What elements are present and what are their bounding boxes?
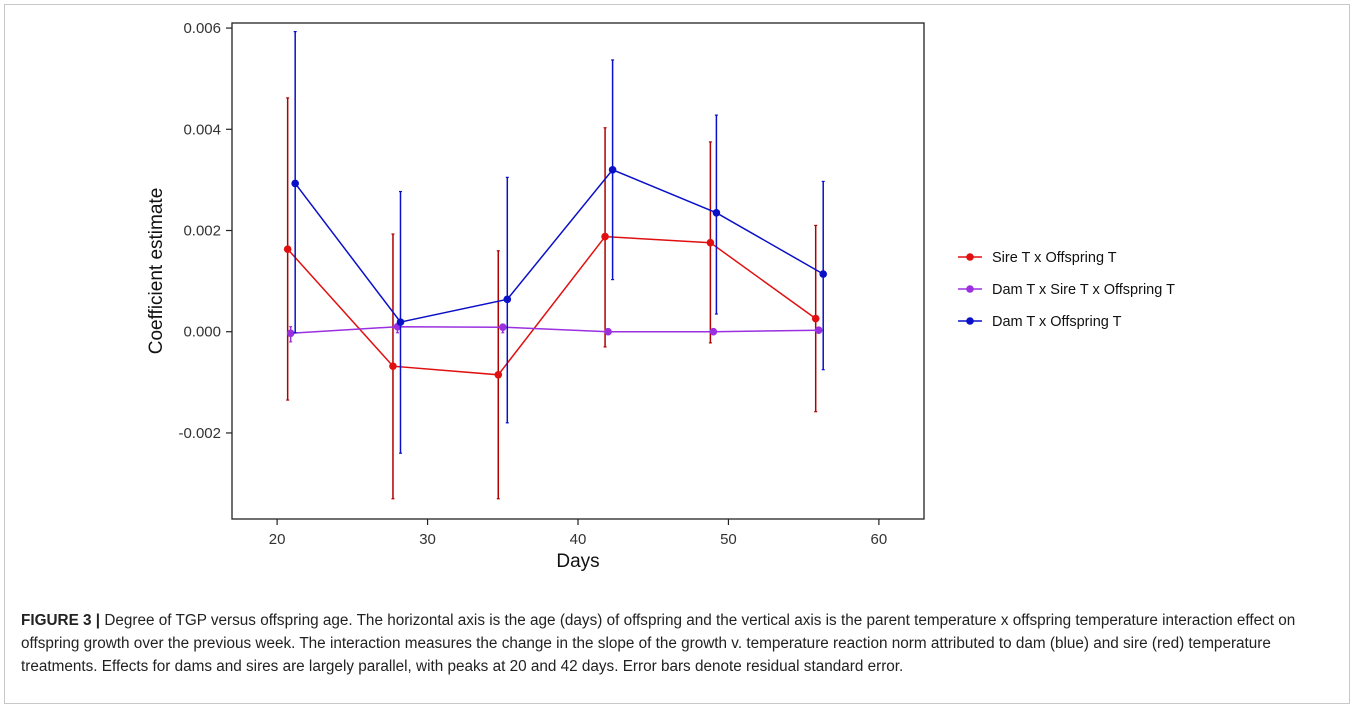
series-line	[287, 235, 817, 376]
legend-item: Sire T x Offspring T	[958, 250, 1117, 266]
legend-item: Dam T x Offspring T	[958, 314, 1122, 330]
series-1	[283, 97, 820, 500]
data-point	[608, 165, 617, 174]
x-tick-label: 60	[871, 531, 888, 548]
data-point	[712, 208, 721, 217]
y-axis-label: Coefficient estimate	[146, 188, 167, 355]
series-layer	[283, 31, 828, 500]
x-tick-label: 30	[419, 531, 436, 548]
data-point	[819, 270, 828, 278]
y-tick-label: 0.000	[183, 324, 221, 341]
legend-marker	[966, 317, 974, 325]
legend-label: Sire T x Offspring T	[992, 250, 1117, 266]
x-tick-label: 20	[269, 531, 286, 548]
data-point	[389, 362, 397, 370]
y-tick-label: 0.004	[183, 121, 221, 138]
data-point	[286, 329, 295, 338]
legend-marker	[966, 253, 974, 261]
data-point	[396, 318, 405, 326]
legend-marker	[966, 285, 974, 293]
x-tick-label: 40	[570, 531, 587, 548]
data-point	[814, 326, 823, 335]
data-point	[601, 232, 609, 241]
series-3	[291, 31, 828, 454]
figure-caption: FIGURE 3 | Degree of TGP versus offsprin…	[21, 609, 1331, 678]
data-point	[283, 245, 292, 254]
x-tick-label: 50	[720, 531, 737, 548]
series-line	[294, 168, 824, 323]
data-point	[709, 327, 718, 336]
series-line	[290, 325, 819, 335]
data-point	[494, 370, 503, 379]
caption-text: Degree of TGP versus offspring age. The …	[21, 612, 1296, 675]
data-point	[604, 327, 612, 336]
data-point	[706, 238, 715, 247]
legend-label: Dam T x Offspring T	[992, 314, 1122, 330]
data-point	[503, 295, 512, 304]
series-2	[286, 322, 823, 343]
legend: Sire T x Offspring T Dam T x Sire T x Off…	[958, 250, 1175, 330]
caption-label: FIGURE 3 |	[21, 612, 101, 629]
data-point	[291, 179, 299, 188]
x-axis-label: Days	[556, 551, 599, 572]
y-tick-label: -0.002	[178, 425, 221, 442]
y-tick-label: 0.006	[183, 20, 221, 37]
data-point	[811, 314, 820, 323]
legend-label: Dam T x Sire T x Offspring T	[992, 282, 1175, 298]
y-tick-label: 0.002	[183, 223, 221, 240]
data-point	[498, 323, 507, 331]
figure-frame	[4, 4, 1350, 704]
axes: 20 30 40 50 60 -0.002 0.000 0.002 0.004 0.006	[178, 20, 887, 548]
legend-item: Dam T x Sire T x Offspring T	[958, 282, 1175, 298]
chart-svg: 20 30 40 50 60 -0.002 0.000 0.002 0.004 0.006 Sir…	[146, 20, 1175, 572]
